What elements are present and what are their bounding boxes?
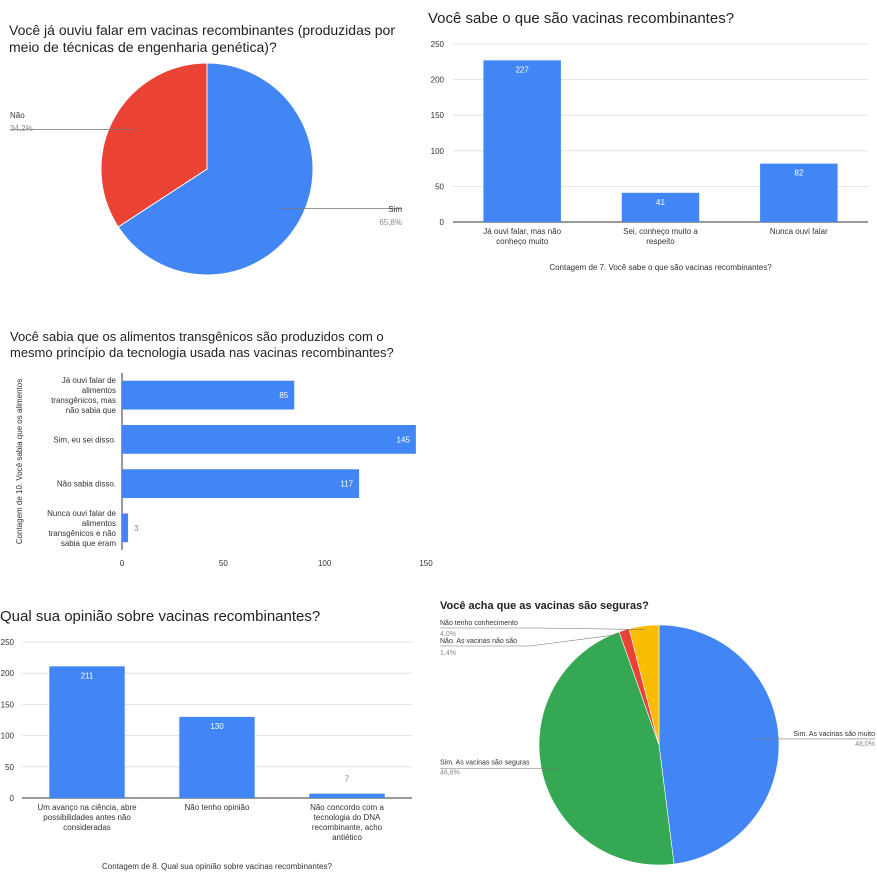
pie-slice-1 bbox=[100, 62, 208, 228]
bar-value-label: 227 bbox=[515, 65, 529, 74]
slice-label: Não tenho conhecimento bbox=[440, 620, 518, 627]
y-tick-label: 0 bbox=[440, 218, 445, 227]
bar-2 bbox=[122, 469, 360, 499]
y-tick-label: 50 bbox=[5, 763, 14, 772]
y-tick-label: Já ouvi falar de alimentos transgênicos, m… bbox=[51, 376, 116, 415]
y-tick-label: 200 bbox=[431, 76, 445, 85]
slice-label: Sim. As vacinas são seguras bbox=[440, 759, 530, 766]
y-tick-label: 150 bbox=[431, 111, 445, 120]
pie-chart-safety: Você acha que as vacinas são seguras? Si… bbox=[430, 590, 877, 872]
bar-0 bbox=[122, 380, 295, 410]
bar-1 bbox=[122, 424, 416, 454]
y-tick-label: 250 bbox=[1, 638, 15, 647]
x-tick-label: Não concordo com a tecnologia do DNA recom… bbox=[310, 803, 384, 842]
slice-label: Sim. As vacinas são muito bbox=[793, 731, 875, 738]
leader-line bbox=[440, 633, 626, 647]
x-tick-label: 50 bbox=[219, 559, 228, 568]
y-tick-label: Não sabia disso. bbox=[57, 480, 116, 489]
x-axis-title: Contagem de 8. Qual sua opinião sobre va… bbox=[102, 862, 332, 871]
x-tick-label: Sei, conheço muito a respeito bbox=[623, 227, 698, 246]
x-tick-label: Um avanço na ciência, abre possibilidades… bbox=[37, 803, 137, 832]
slice-label: Não bbox=[10, 111, 25, 120]
bar-value-label: 211 bbox=[81, 671, 94, 680]
leader-line bbox=[440, 627, 645, 630]
y-tick-label: 200 bbox=[1, 669, 15, 678]
bar-2 bbox=[309, 793, 385, 798]
bar-opinion-svg: 0 50 100 150 200 250 211 Um avanço na ciência, … bbox=[1, 638, 412, 871]
bar-value-label: 130 bbox=[210, 722, 224, 731]
bar-value-label: 41 bbox=[656, 198, 665, 207]
bar-value-label: 85 bbox=[279, 391, 288, 400]
y-tick-label: 0 bbox=[10, 794, 15, 803]
y-tick-label: 250 bbox=[431, 40, 445, 49]
bar-3 bbox=[122, 513, 129, 543]
y-tick-label: 150 bbox=[1, 700, 15, 709]
y-tick-label: 100 bbox=[431, 147, 445, 156]
chart-title: Você sabia que os alimentos transgênicos… bbox=[10, 329, 394, 360]
chart-title: Você acha que as vacinas são seguras? bbox=[440, 600, 649, 612]
slice-value-label: 1,4% bbox=[440, 650, 456, 657]
bar-0 bbox=[483, 60, 561, 222]
slice-label: Não. As vacinas não são bbox=[440, 638, 517, 645]
y-tick-label: Nunca ouvi falar de alimentos transgênicos… bbox=[47, 509, 116, 548]
x-tick-label: Nunca ouvi falar bbox=[770, 227, 828, 236]
x-tick-label: 0 bbox=[120, 559, 125, 568]
chart-title: Qual sua opinião sobre vacinas recombina… bbox=[0, 608, 321, 625]
pie-slice-0 bbox=[658, 624, 780, 865]
y-tick-label: 100 bbox=[1, 732, 15, 741]
slice-value-label: 34,2% bbox=[10, 124, 33, 133]
y-tick-label: Sim, eu sei disso. bbox=[53, 435, 116, 444]
pie-slice-3 bbox=[628, 624, 660, 746]
bar-know-svg: 0 50 100 150 200 250 227 Já ouvi falar, mas não… bbox=[431, 40, 868, 272]
hbar-transgenic-svg: 0 50 100 150 85 Já ouvi falar de alimentos tran… bbox=[15, 373, 433, 568]
bar-2 bbox=[760, 163, 838, 222]
bar-chart-opinion: Qual sua opinião sobre vacinas recombina… bbox=[0, 600, 420, 872]
slice-value-label: 46,6% bbox=[440, 769, 460, 776]
pie-safety-svg: Sim. As vacinas são muito 48,0% Sim. As va… bbox=[440, 620, 875, 866]
slice-value-label: 48,0% bbox=[855, 741, 875, 748]
pie-chart-heard: Você já ouviu falar em vacinas recombina… bbox=[0, 0, 420, 290]
bar-0 bbox=[49, 666, 125, 798]
bar-value-label: 3 bbox=[134, 524, 139, 533]
slice-label: Sim bbox=[388, 205, 402, 214]
chart-title: Você sabe o que são vacinas recombinante… bbox=[428, 10, 735, 27]
bar-value-label: 145 bbox=[397, 435, 411, 444]
bar-1 bbox=[621, 192, 700, 222]
pie-slice-0 bbox=[117, 62, 314, 276]
hbar-chart-transgenic: Você sabia que os alimentos transgênicos… bbox=[0, 325, 440, 575]
pie-slice-1 bbox=[538, 631, 675, 866]
bar-value-label: 82 bbox=[794, 169, 803, 178]
bar-value-label: 117 bbox=[340, 480, 353, 489]
bar-value-label: 7 bbox=[345, 775, 350, 784]
pie-heard-svg: Sim 65,8% Não 34,2% bbox=[10, 62, 402, 276]
x-axis-title: Contagem de 7. Você sabe o que são vacin… bbox=[549, 263, 772, 272]
x-tick-label: Já ouvi falar, mas não conheço muito bbox=[483, 227, 561, 246]
x-tick-label: 100 bbox=[318, 559, 332, 568]
y-axis-title: Contagem de 10. Você sabia que os alimen… bbox=[15, 379, 24, 544]
slice-value-label: 4,0% bbox=[440, 631, 456, 638]
chart-title: Você já ouviu falar em vacinas recombina… bbox=[9, 22, 395, 55]
bar-chart-know: Você sabe o que são vacinas recombinante… bbox=[420, 0, 877, 290]
x-tick-label: 150 bbox=[419, 559, 433, 568]
y-tick-label: 50 bbox=[435, 182, 444, 191]
bar-1 bbox=[179, 716, 255, 798]
x-tick-label: Não tenho opinião bbox=[185, 803, 250, 812]
slice-value-label: 65,8% bbox=[379, 218, 402, 227]
